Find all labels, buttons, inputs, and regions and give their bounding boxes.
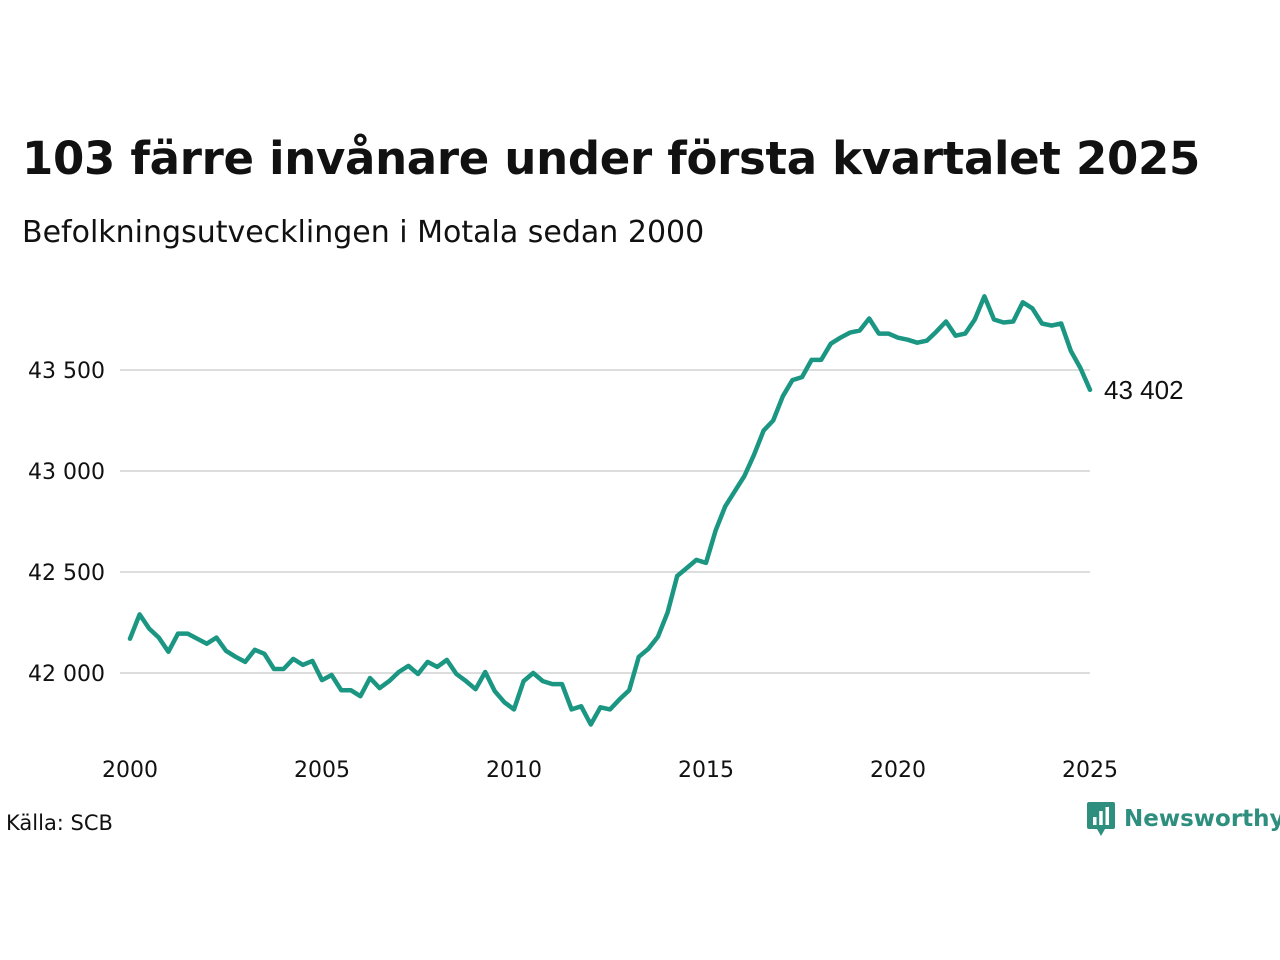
chart-title: 103 färre invånare under första kvartale… bbox=[22, 132, 1200, 185]
x-tick-label: 2005 bbox=[294, 758, 350, 783]
end-label-layer: 43 402 bbox=[1104, 375, 1184, 405]
y-tick-label: 42 500 bbox=[28, 561, 105, 586]
brand-name: Newsworthy bbox=[1124, 806, 1280, 832]
y-tick-label: 42 000 bbox=[28, 662, 105, 687]
x-tick-label: 2020 bbox=[870, 758, 926, 783]
y-tick-label: 43 500 bbox=[28, 359, 105, 384]
y-axis-tick-labels: 42 000 42 500 43 000 43 500 bbox=[28, 359, 105, 687]
x-tick-label: 2025 bbox=[1062, 758, 1118, 783]
source-note: Källa: SCB bbox=[6, 811, 113, 835]
newsworthy-logo-icon bbox=[1087, 802, 1115, 836]
x-tick-label: 2010 bbox=[486, 758, 542, 783]
end-value-label: 43 402 bbox=[1104, 375, 1184, 405]
gridlines bbox=[120, 369, 1090, 674]
series-line bbox=[127, 294, 1093, 727]
x-axis-tick-labels: 2000 2005 2010 2015 2020 2025 bbox=[102, 758, 1118, 783]
x-tick-label: 2000 bbox=[102, 758, 158, 783]
brand-logo[interactable]: Newsworthy bbox=[1086, 800, 1280, 838]
series-layer bbox=[127, 294, 1093, 727]
x-tick-label: 2015 bbox=[678, 758, 734, 783]
y-tick-label: 43 000 bbox=[28, 460, 105, 485]
chart-subtitle: Befolkningsutvecklingen i Motala sedan 2… bbox=[22, 215, 705, 250]
